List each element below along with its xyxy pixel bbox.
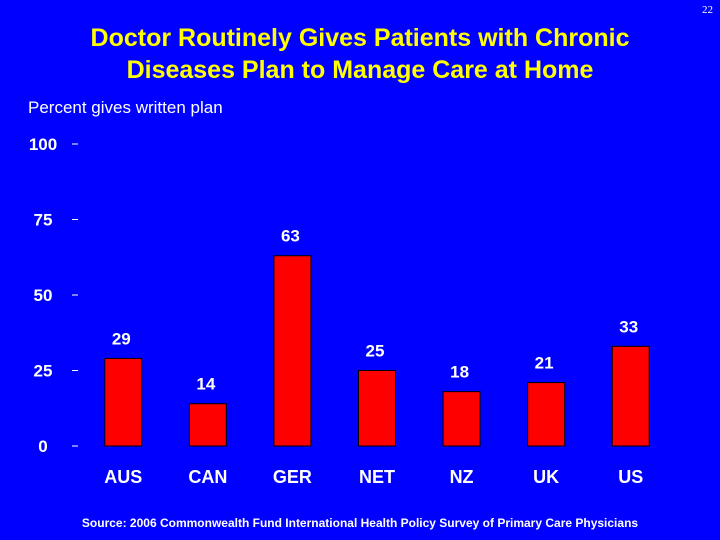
data-label: 18 bbox=[450, 363, 469, 382]
bar bbox=[273, 255, 312, 447]
x-category-label: GER bbox=[273, 467, 312, 487]
x-category-label: NZ bbox=[450, 467, 474, 487]
y-tick-label: 100 bbox=[29, 135, 57, 154]
data-label: 21 bbox=[535, 354, 554, 373]
x-category-label: AUS bbox=[104, 467, 142, 487]
x-category-label: UK bbox=[533, 467, 559, 487]
data-label: 33 bbox=[619, 317, 638, 336]
data-label: 14 bbox=[196, 375, 215, 394]
x-category-label: NET bbox=[359, 467, 395, 487]
source-note: Source: 2006 Commonwealth Fund Internati… bbox=[81, 516, 639, 530]
page-number: 22 bbox=[702, 4, 713, 16]
x-category-label: US bbox=[618, 467, 643, 487]
chart-title-line-1: Doctor Routinely Gives Patients with Chr… bbox=[90, 24, 630, 52]
bar bbox=[188, 403, 227, 447]
bar bbox=[358, 370, 396, 447]
bar-series: 29 14 63 25 18 21 33 bbox=[104, 227, 650, 447]
y-axis: 0 25 50 75 100 bbox=[29, 135, 78, 456]
data-label: 63 bbox=[281, 227, 300, 246]
y-tick-label: 25 bbox=[34, 362, 53, 381]
chart-title-line-2: Diseases Plan to Manage Care at Home bbox=[126, 56, 594, 84]
data-label: 25 bbox=[366, 342, 385, 361]
bar bbox=[104, 357, 143, 447]
y-tick-label: 0 bbox=[38, 437, 47, 456]
x-axis: AUS CAN GER NET NZ UK US bbox=[104, 467, 643, 487]
bar bbox=[442, 391, 481, 447]
x-category-label: CAN bbox=[188, 467, 227, 487]
y-axis-label: Percent gives written plan bbox=[28, 98, 223, 117]
y-tick-label: 75 bbox=[34, 211, 53, 230]
bar bbox=[527, 382, 566, 447]
data-label: 29 bbox=[112, 329, 131, 348]
chart-title: Doctor Routinely Gives Patients with Chr… bbox=[0, 22, 720, 86]
bar bbox=[611, 345, 650, 447]
y-tick-label: 50 bbox=[34, 286, 53, 305]
